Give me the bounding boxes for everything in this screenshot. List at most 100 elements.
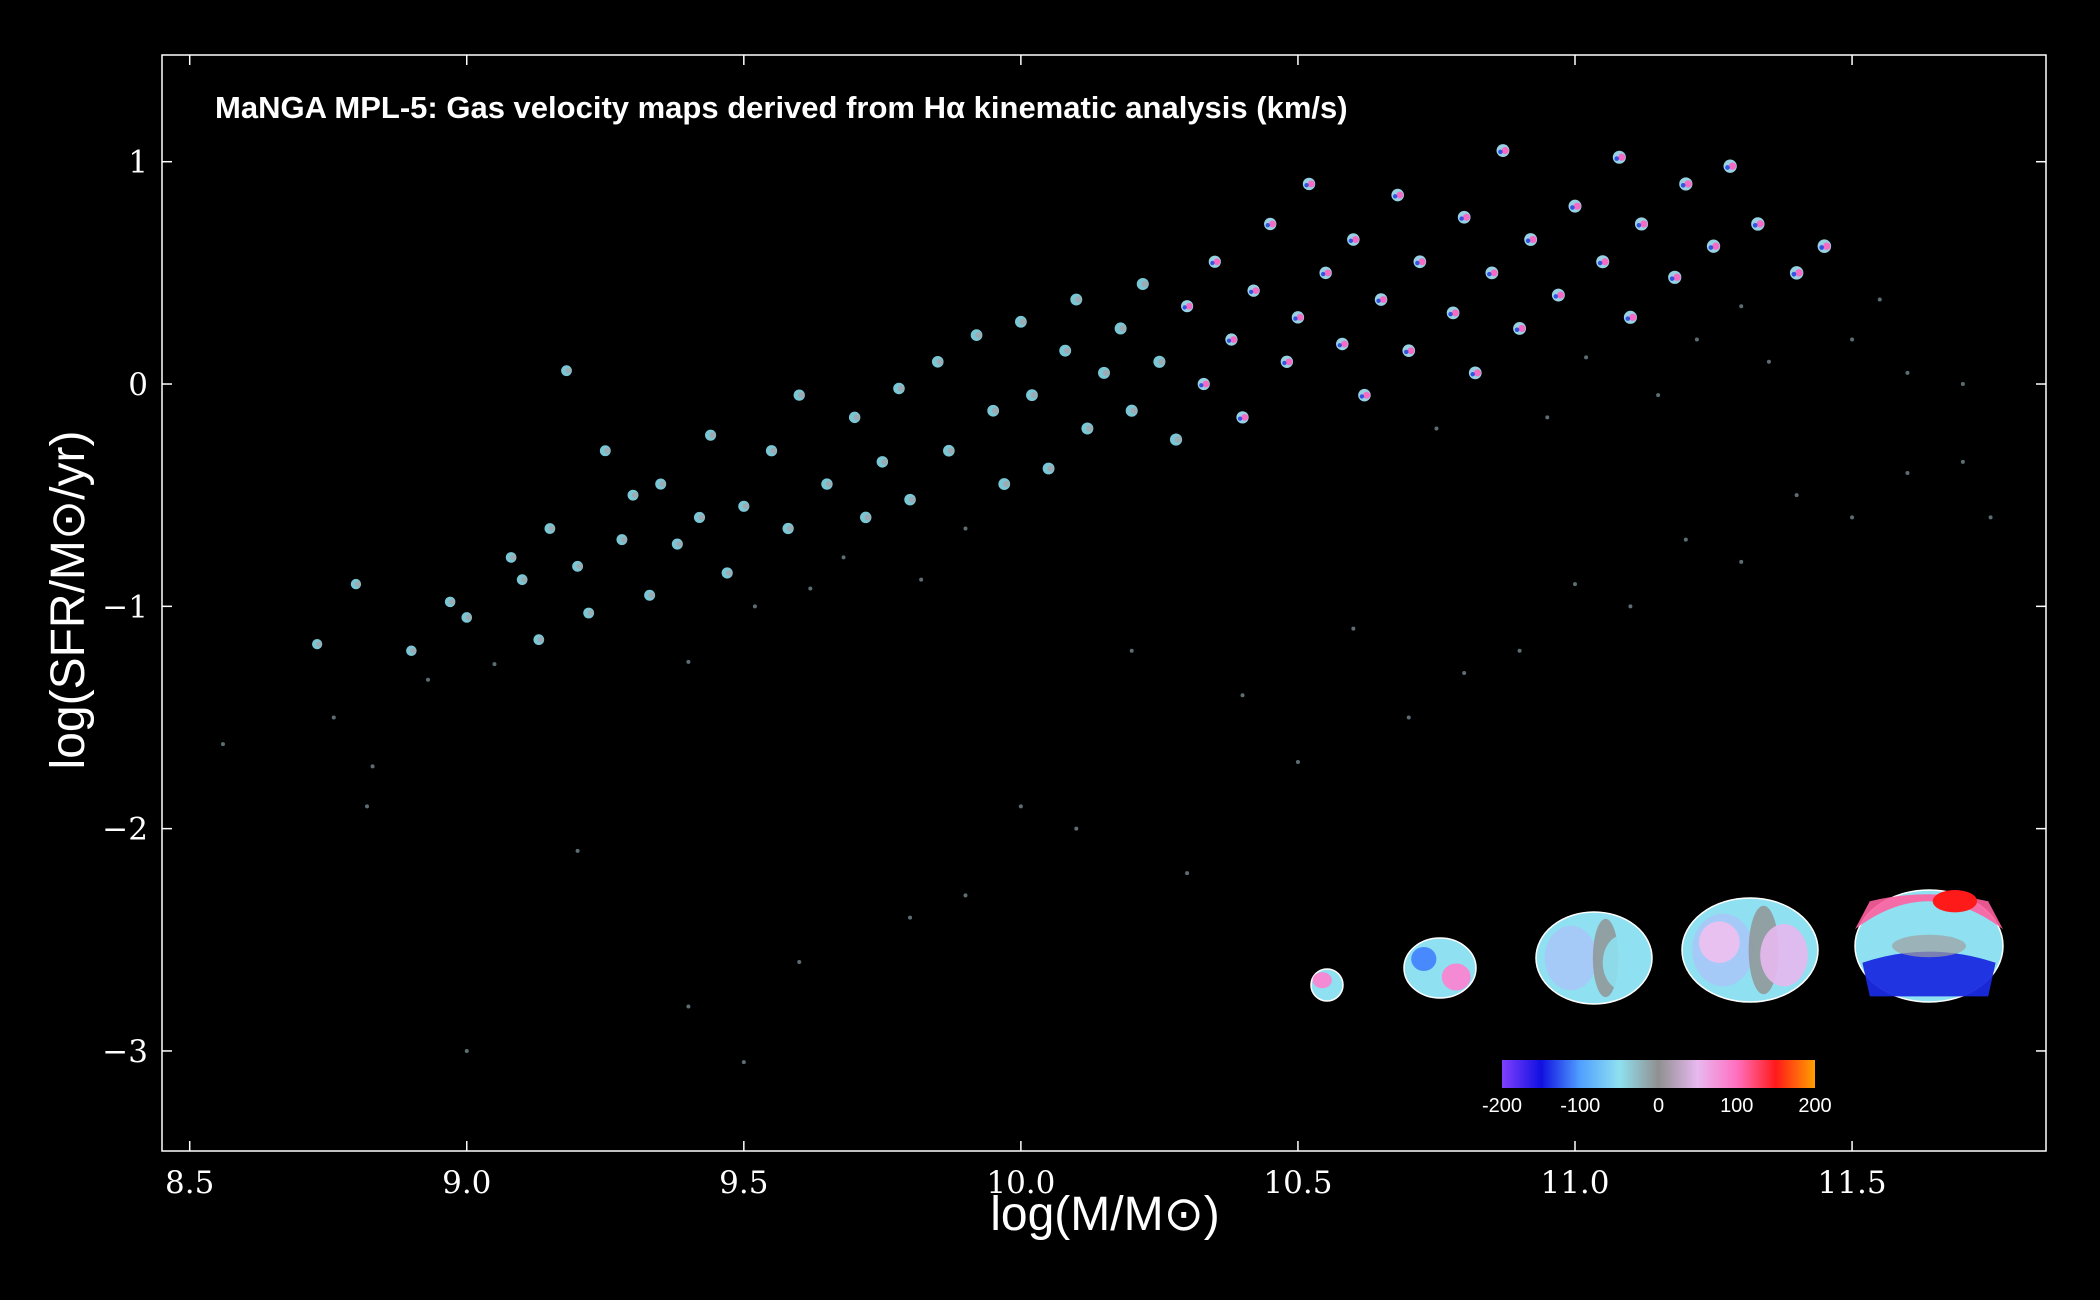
galaxy-point [505, 552, 517, 563]
y-tick-label: −2 [102, 812, 148, 848]
galaxy-point [1623, 310, 1637, 324]
galaxy-point [1462, 671, 1467, 676]
galaxy-point [1794, 493, 1799, 498]
galaxy-point [1014, 315, 1027, 328]
galaxy-point [575, 848, 580, 853]
galaxy-point [876, 456, 889, 468]
galaxy-point [686, 659, 691, 664]
galaxy-point [1391, 188, 1404, 202]
galaxy-point [1960, 459, 1965, 464]
galaxy-point [1789, 266, 1804, 280]
colorbar: -200 -100 0 100 200 [1482, 1060, 1832, 1117]
galaxy-point [1098, 366, 1110, 379]
velocity-map [1854, 889, 2004, 1003]
galaxy-point [1374, 293, 1388, 306]
galaxy-point [655, 478, 667, 490]
galaxy-point [741, 1060, 746, 1065]
galaxy-point [1751, 217, 1765, 231]
galaxy-point [1264, 217, 1277, 231]
galaxy-point [599, 445, 611, 457]
galaxy-point [919, 577, 924, 582]
galaxy-point [848, 411, 861, 424]
velocity-map [1403, 937, 1477, 999]
galaxy-point [1988, 515, 1993, 520]
galaxy-point [1295, 759, 1300, 764]
galaxy-point [1551, 288, 1565, 302]
galaxy-point [561, 365, 572, 377]
axis-ticks: 8.5 9.0 9.5 10.0 10.5 11.0 11.5 1 0 −1 −2 −3 [102, 55, 2046, 1201]
galaxy-point [1568, 199, 1582, 213]
galaxy-point [1413, 255, 1427, 269]
galaxy-point [1545, 415, 1550, 420]
galaxy-point [1114, 322, 1127, 335]
y-tick-label: 0 [128, 367, 148, 403]
galaxy-point [1496, 144, 1510, 158]
galaxy-point [1240, 693, 1245, 698]
galaxy-point [533, 634, 545, 646]
velocity-map [1535, 911, 1653, 1005]
galaxy-point [516, 574, 528, 586]
galaxy-point [1960, 382, 1965, 387]
y-tick-label: 1 [128, 145, 148, 181]
galaxy-point [1247, 284, 1260, 297]
galaxy-point [1185, 871, 1190, 876]
galaxy-point [1153, 355, 1166, 368]
galaxy-point [1513, 322, 1527, 335]
galaxy-point [943, 444, 955, 457]
galaxy-point [1485, 266, 1499, 280]
galaxy-point [1018, 804, 1023, 809]
galaxy-point [464, 1048, 469, 1053]
galaxy-point [1236, 411, 1249, 424]
galaxy-point [1850, 515, 1855, 520]
x-tick-label: 8.5 [165, 1165, 214, 1201]
colorbar-gradient [1502, 1060, 1815, 1088]
galaxy-point [1668, 270, 1682, 284]
galaxy-point [1197, 377, 1210, 391]
galaxy-point [365, 804, 370, 809]
x-tick-label: 10.5 [1263, 1165, 1332, 1201]
galaxy-point [1129, 648, 1134, 653]
galaxy-point [1351, 626, 1356, 631]
x-axis-title: log(M/M⊙) [990, 1188, 1220, 1241]
galaxy-point [406, 645, 417, 657]
galaxy-point [220, 742, 225, 747]
galaxy-point [987, 404, 1000, 417]
colorbar-tick-label: -100 [1560, 1095, 1600, 1117]
galaxy-point [859, 511, 872, 524]
galaxy-point [1125, 404, 1138, 417]
galaxy-point [1517, 648, 1522, 653]
galaxy-point [1291, 311, 1305, 324]
galaxy-point [705, 429, 717, 441]
galaxy-point [1434, 426, 1439, 431]
galaxy-point [1468, 366, 1482, 380]
galaxy-point [970, 329, 983, 341]
galaxy-point [1524, 233, 1538, 246]
galaxy-point [1208, 255, 1221, 268]
galaxy-point [963, 526, 968, 531]
galaxy-point [693, 511, 706, 523]
galaxy-point [425, 677, 430, 682]
galaxy-point [492, 662, 497, 667]
galaxy-point [1612, 150, 1626, 164]
galaxy-point [1656, 393, 1661, 398]
y-tick-label: −1 [102, 589, 148, 625]
galaxy-point [1817, 239, 1832, 253]
velocity-map [1681, 897, 1819, 1003]
galaxy-point [1402, 344, 1416, 357]
galaxy-point [350, 578, 362, 590]
galaxy-point [1694, 337, 1699, 342]
galaxy-point [1302, 177, 1316, 191]
galaxy-point [1905, 470, 1910, 475]
galaxy-point [616, 534, 628, 546]
chart-title: MaNGA MPL-5: Gas velocity maps derived f… [215, 90, 1348, 125]
galaxy-point [1074, 826, 1079, 831]
galaxy-point [1358, 388, 1371, 402]
galaxy-point [461, 612, 473, 623]
galaxy-point [1042, 462, 1055, 475]
galaxy-point [331, 715, 336, 720]
galaxy-point [721, 567, 733, 579]
galaxy-point [1739, 559, 1744, 564]
colorbar-tick-label: 0 [1653, 1095, 1664, 1117]
galaxy-point [1905, 370, 1910, 375]
